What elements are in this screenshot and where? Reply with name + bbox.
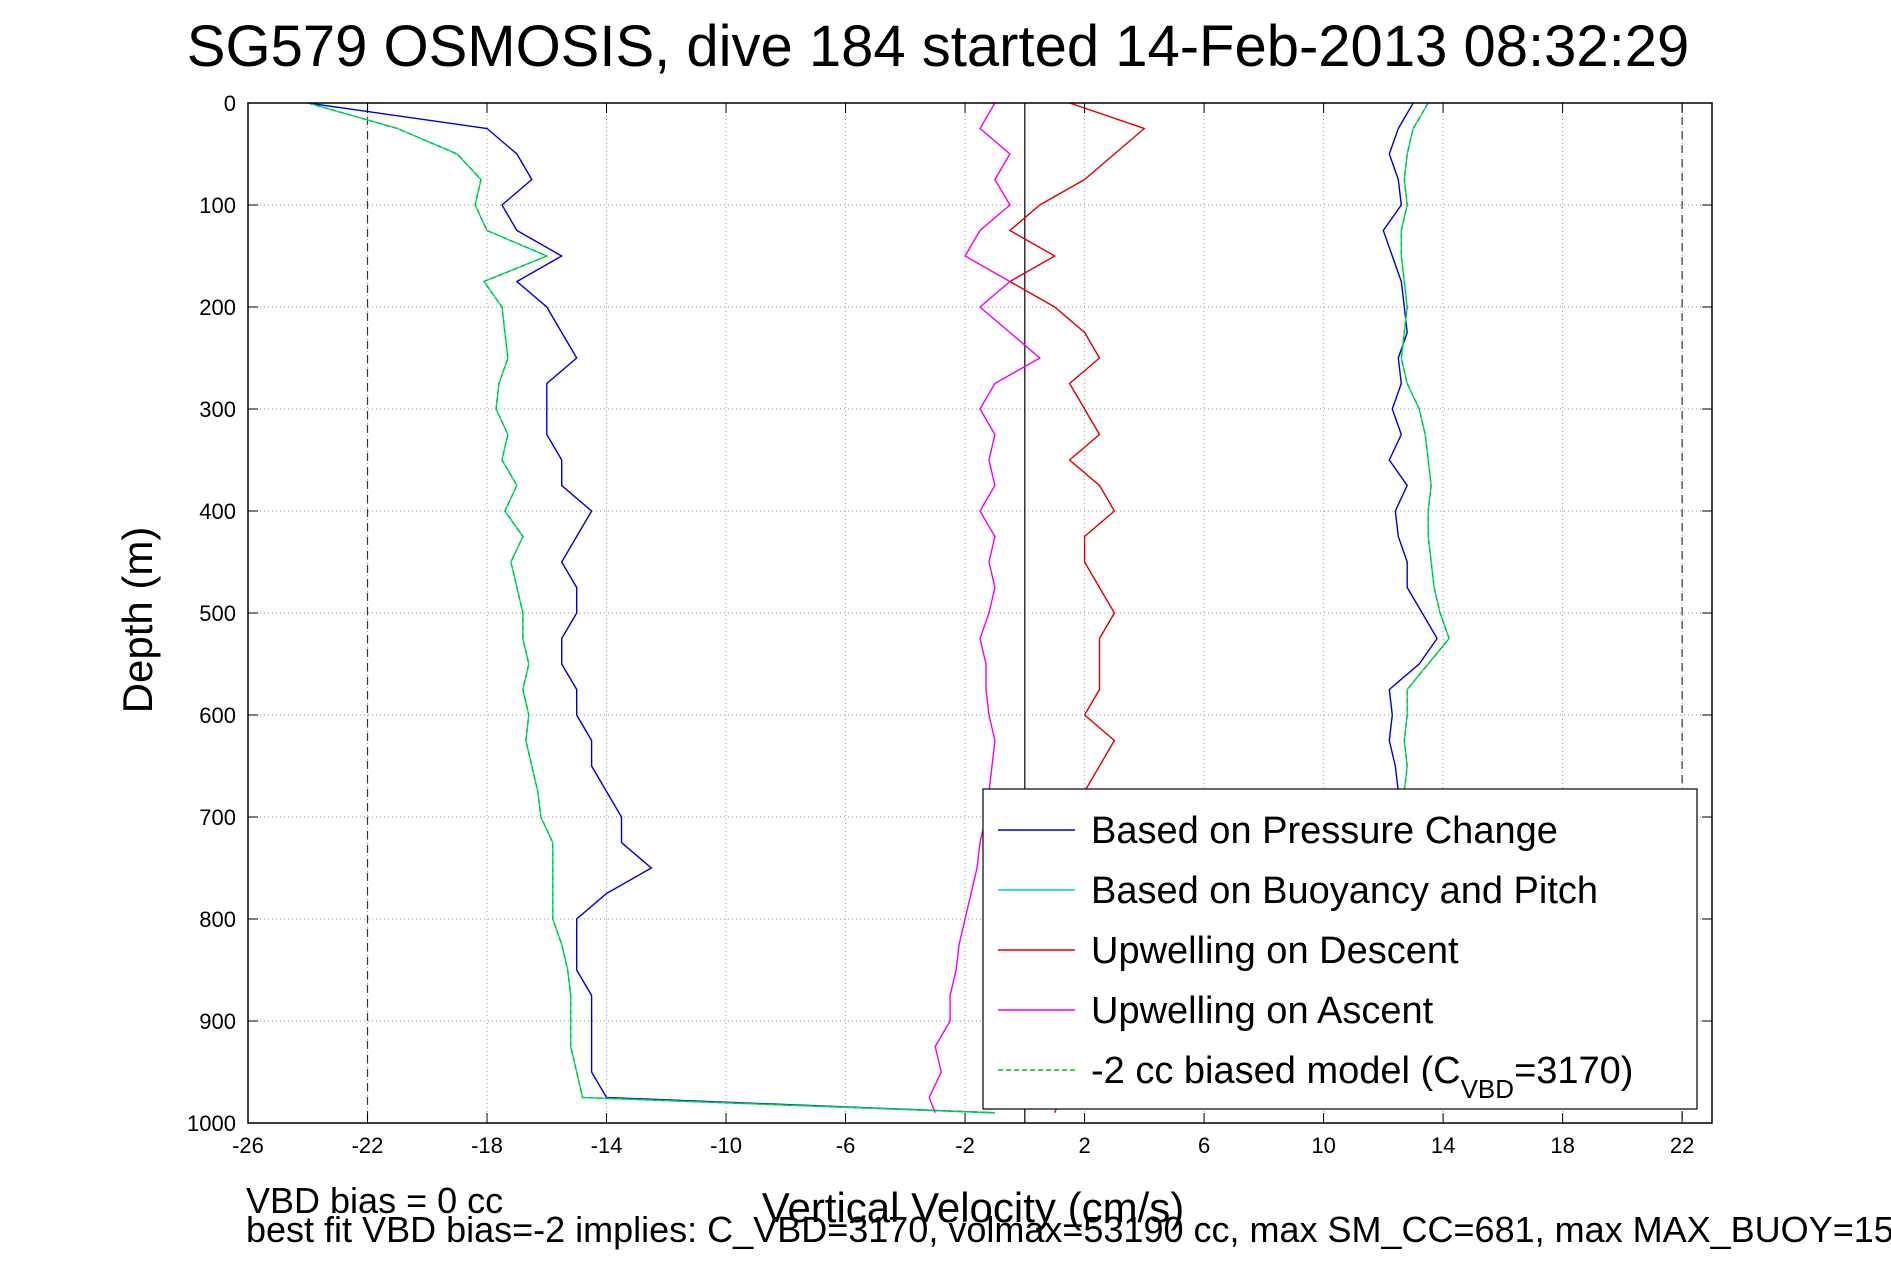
- x-tick-label: -6: [836, 1133, 856, 1158]
- legend-label: Based on Buoyancy and Pitch: [1091, 870, 1598, 912]
- x-axis-ticks: -26 -22 -18 -14 -10 -6 -2 2 6 10 14 18 22: [232, 103, 1694, 1158]
- y-tick-label: 700: [199, 805, 236, 830]
- chart-title: SG579 OSMOSIS, dive 184 started 14-Feb-2…: [187, 14, 1689, 79]
- y-axis-ticks: 0 100 200 300 400 500 600 700 800 900 1000: [187, 91, 1712, 1136]
- x-axis-label: Vertical Velocity (cm/s): [762, 1184, 1184, 1231]
- legend-label: Upwelling on Descent: [1091, 930, 1459, 972]
- y-tick-label: 500: [199, 601, 236, 626]
- series-upwelling-on-ascent: [928, 103, 1042, 1114]
- x-tick-label: -18: [471, 1133, 503, 1158]
- legend-label: Upwelling on Ascent: [1091, 990, 1434, 1032]
- y-tick-label: 100: [199, 193, 236, 218]
- series-based-on-pressure-change-ascent: [1382, 103, 1438, 792]
- series-based-on-buoyancy-and-pitch-descent: [307, 103, 995, 1114]
- y-axis-label: Depth (m): [114, 527, 161, 714]
- legend-label: -2 cc biased model (CVBD=3170): [1091, 1050, 1633, 1104]
- y-tick-label: 0: [224, 91, 236, 116]
- x-tick-label: 10: [1311, 1133, 1335, 1158]
- x-tick-label: -26: [232, 1133, 264, 1158]
- x-tick-label: 2: [1078, 1133, 1090, 1158]
- x-tick-label: -22: [352, 1133, 384, 1158]
- x-tick-label: 22: [1670, 1133, 1694, 1158]
- x-tick-label: 6: [1198, 1133, 1210, 1158]
- footnote-line-2: best fit VBD bias=-2 implies: C_VBD=3170…: [246, 1209, 1891, 1250]
- series-2-cc-biased-model-c-vbd-3170-descent: [307, 103, 995, 1114]
- series-based-on-pressure-change-descent: [307, 103, 995, 1114]
- x-tick-label: 14: [1431, 1133, 1455, 1158]
- legend-label: Based on Pressure Change: [1091, 810, 1558, 852]
- legend-box: [982, 788, 1698, 1110]
- y-tick-label: 900: [199, 1009, 236, 1034]
- y-tick-label: 800: [199, 907, 236, 932]
- legend: Based on Pressure Change Based on Buoyanc…: [982, 788, 1698, 1110]
- y-tick-label: 600: [199, 703, 236, 728]
- x-tick-label: -10: [710, 1133, 742, 1158]
- x-tick-label: 18: [1550, 1133, 1574, 1158]
- x-tick-label: -14: [591, 1133, 623, 1158]
- series-based-on-buoyancy-and-pitch-ascent: [1400, 103, 1450, 792]
- y-tick-label: 400: [199, 499, 236, 524]
- x-tick-label: -2: [955, 1133, 975, 1158]
- series-2-cc-biased-model-c-vbd-3170-ascent: [1400, 103, 1450, 792]
- y-tick-label: 1000: [187, 1111, 236, 1136]
- footnote-line-1: VBD bias = 0 cc: [246, 1180, 503, 1221]
- y-tick-label: 300: [199, 397, 236, 422]
- y-tick-label: 200: [199, 295, 236, 320]
